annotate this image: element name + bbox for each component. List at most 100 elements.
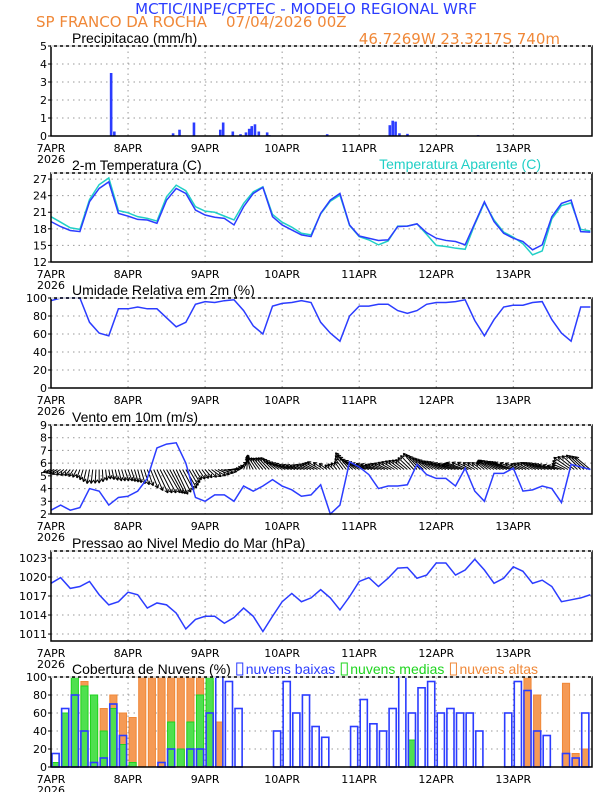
y-tick-label: 21 — [33, 206, 47, 219]
wind-arrow — [417, 459, 434, 470]
precip-bar — [239, 134, 242, 136]
series-line — [50, 558, 591, 633]
x-tick-label: 9APR — [191, 773, 220, 786]
plot-frame — [50, 297, 593, 389]
wind-arrow — [124, 469, 130, 482]
temperature-line — [50, 180, 591, 251]
x-tick-label: 10APR — [264, 268, 300, 281]
x-tick-label: 9APR — [191, 647, 220, 660]
x-tick-label: 12APR — [418, 647, 454, 660]
cloud-bar-low — [417, 686, 426, 768]
cloud-bar-high — [157, 676, 166, 768]
cloud-bar-high — [215, 721, 224, 768]
x-year-label: 2026 — [37, 658, 65, 671]
wind-arrow — [146, 469, 155, 487]
y-tick-label: 40 — [33, 725, 47, 738]
legend-label: nuvens baixas — [246, 661, 336, 677]
cloud-bar-mid — [61, 712, 70, 768]
cloud-bar-low — [311, 725, 320, 768]
cloud-bar-mid — [195, 694, 205, 768]
x-tick-label: 12APR — [418, 773, 454, 786]
x-tick-label: 8APR — [114, 647, 143, 660]
wind-arrow — [274, 462, 289, 470]
wind-arrow — [574, 456, 591, 470]
wind-arrow — [85, 469, 91, 484]
wind-arrow — [72, 469, 78, 478]
x-tick-label: 8APR — [114, 520, 143, 533]
y-tick-label: 4 — [40, 58, 47, 71]
cloud-bar-low — [446, 707, 455, 768]
x-tick-label: 7APR — [37, 773, 66, 786]
y-tick-label: 80 — [33, 689, 47, 702]
precip-bar — [192, 122, 196, 136]
y-tick-label: 100 — [26, 671, 47, 684]
cloud-bar-low — [474, 730, 484, 768]
wind-arrow — [81, 469, 87, 483]
precip-bar — [244, 132, 248, 136]
cloud-bar-mid — [176, 748, 185, 768]
panel-0: 0 1 2 3 4 5 7APR 8APR 9APR 10APR 11APR 12APR 13APR 20… — [37, 30, 593, 166]
cloud-bar-high — [561, 682, 571, 768]
panel-4: 1011 1014 1017 1020 1023 7APR 8APR 9APR 10APR 11A… — [19, 535, 593, 671]
cloud-bar-low — [455, 712, 465, 768]
y-tick-label: 2 — [40, 94, 47, 107]
precip-bar — [253, 124, 257, 136]
y-tick-label: 20 — [33, 364, 47, 377]
precip-bar — [250, 126, 254, 136]
cloud-bar-mid — [186, 721, 195, 768]
wind-arrow — [408, 455, 424, 470]
cloud-bar-low — [320, 736, 330, 768]
y-tick-label: 40 — [33, 346, 47, 359]
y-tick-label: 6 — [40, 457, 47, 470]
wind-arrow — [471, 461, 482, 470]
wind-arrow — [55, 469, 65, 476]
x-tick-label: 13APR — [495, 142, 531, 155]
cloud-bar-low — [369, 722, 378, 768]
legend-swatch-nuvens-medias — [340, 662, 348, 676]
x-tick-label: 7APR — [37, 520, 66, 533]
x-tick-label: 9APR — [191, 520, 220, 533]
precip-bar — [218, 129, 222, 136]
y-tick-label: 3 — [40, 76, 47, 89]
wind-arrow — [278, 463, 292, 470]
y-tick-label: 1011 — [19, 628, 47, 641]
cloud-bar-mid — [118, 744, 128, 768]
main-title: MCTIC/INPE/CPTEC - MODELO REGIONAL WRF — [135, 0, 477, 18]
wind-arrow — [561, 455, 578, 470]
wind-arrow — [557, 455, 575, 470]
x-tick-label: 13APR — [495, 268, 531, 281]
precip-bar — [265, 132, 269, 136]
x-tick-label: 8APR — [114, 773, 143, 786]
cloud-bar-high — [581, 748, 590, 768]
x-tick-label: 9APR — [191, 394, 220, 407]
wind-arrow — [312, 462, 325, 470]
wind-arrow — [528, 462, 543, 470]
wind-arrow — [414, 458, 431, 470]
cloud-bar-low — [359, 698, 369, 768]
cloud-bar-low — [436, 712, 446, 768]
wind-arrow — [150, 469, 159, 489]
cloud-bar-low — [388, 707, 398, 768]
x-tick-label: 12APR — [418, 394, 454, 407]
y-tick-label: 18 — [33, 223, 47, 236]
cloud-bar-mid — [99, 730, 108, 768]
x-tick-label: 12APR — [418, 520, 454, 533]
panel-title: Umidade Relativa em 2m (%) — [72, 282, 255, 298]
cloud-bar-low — [224, 680, 234, 768]
y-tick-label: 1023 — [19, 552, 47, 565]
precip-bar — [113, 131, 116, 136]
panel-5: 0 20 40 60 80 100 7APR 8APR 9APR 10APR 11APR 12APR 1… — [26, 661, 593, 792]
x-tick-label: 7APR — [37, 647, 66, 660]
wind-arrow — [211, 469, 222, 478]
y-tick-label: 20 — [33, 743, 47, 756]
wind-arrow — [271, 462, 286, 470]
apparent-temperature-line — [50, 176, 591, 256]
apparent-temp-legend: Temperatura Aparente (C) — [379, 156, 541, 172]
wind-arrow — [100, 469, 106, 483]
cloud-bar-mid — [205, 676, 214, 768]
legend-swatch-nuvens-altas — [449, 662, 457, 676]
wind-arrow — [51, 469, 61, 475]
y-tick-label: 0 — [40, 761, 47, 774]
